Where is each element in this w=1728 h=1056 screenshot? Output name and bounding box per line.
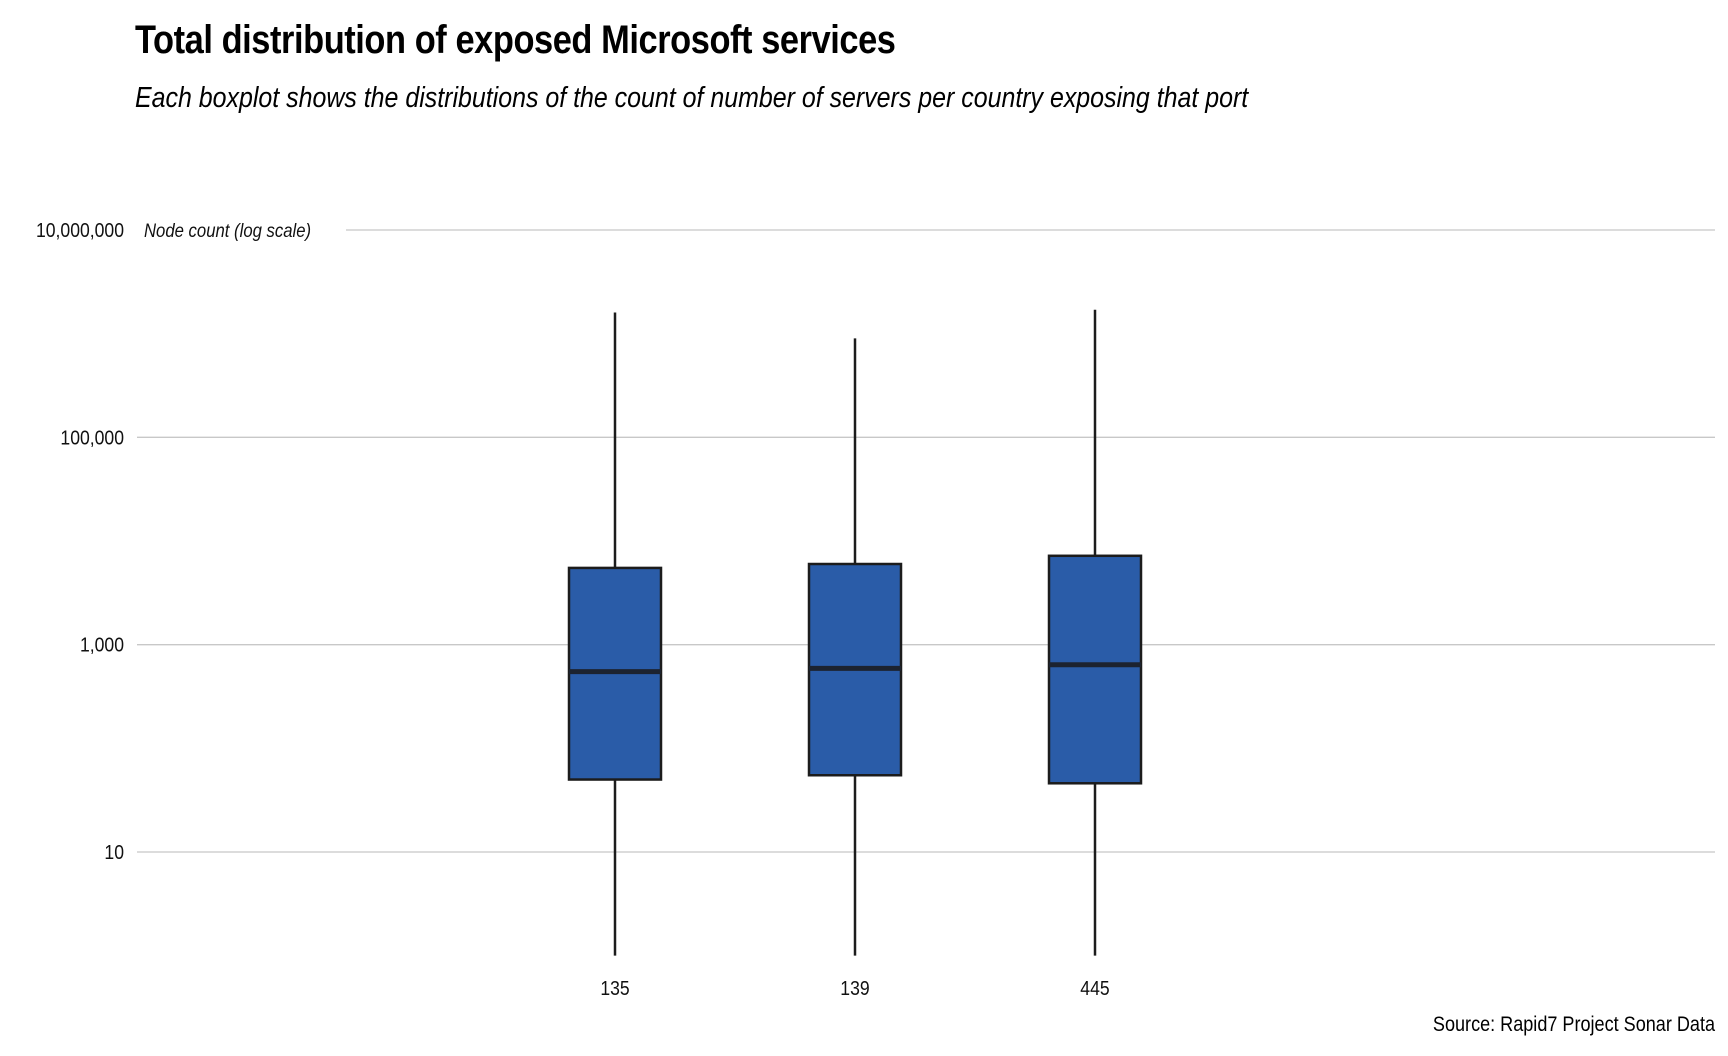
x-tick-label: 445 xyxy=(1080,977,1109,999)
chart-subtitle: Each boxplot shows the distributions of … xyxy=(135,82,1249,114)
box xyxy=(1047,554,1143,785)
y-tick-label: 10,000,000 xyxy=(36,219,124,241)
x-tick-label: 139 xyxy=(840,977,869,999)
boxplot-139 xyxy=(807,338,903,956)
y-tick-label: 1,000 xyxy=(80,634,124,656)
source-caption: Source: Rapid7 Project Sonar Data xyxy=(1432,1013,1715,1036)
y-tick-label: 100,000 xyxy=(60,426,124,448)
y-tick-label: 10 xyxy=(104,841,124,863)
y-axis-ticks: 10 1,000 100,000 10,000,000 xyxy=(36,219,124,863)
y-axis-title: Node count (log scale) xyxy=(144,220,311,241)
boxplot-135 xyxy=(567,312,663,956)
boxplot-445 xyxy=(1047,309,1143,956)
box-layer xyxy=(567,309,1143,956)
x-tick-label: 135 xyxy=(600,977,629,999)
grid-layer xyxy=(137,229,1715,853)
x-axis-ticks: 135 139 445 xyxy=(600,977,1109,999)
chart-title: Total distribution of exposed Microsoft … xyxy=(135,18,896,62)
